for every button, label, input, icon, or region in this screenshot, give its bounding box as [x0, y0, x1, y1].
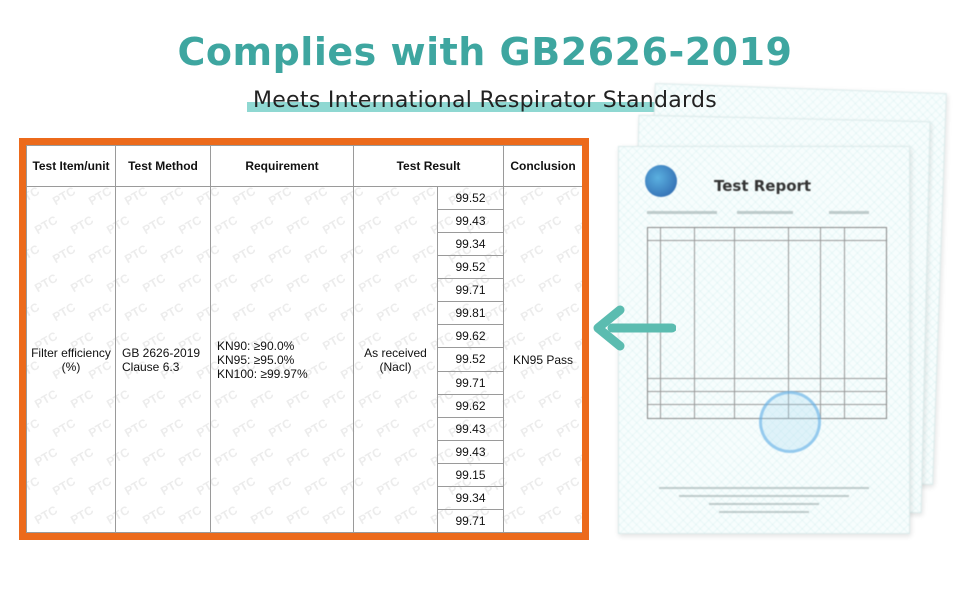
result-value: 99.52 — [436, 255, 505, 280]
cell-test-item: Filter efficiency (%) — [26, 186, 116, 533]
arrow-left-icon — [593, 305, 676, 351]
cell-requirement: KN90: ≥90.0% KN95: ≥95.0% KN100: ≥99.97% — [210, 186, 354, 533]
report-seal-icon — [759, 391, 821, 453]
result-value: 99.15 — [436, 462, 505, 487]
report-page-front: Test Report — [618, 146, 910, 534]
result-value: 99.81 — [436, 301, 505, 326]
result-value: 99.62 — [436, 393, 505, 418]
cell-conclusion: KN95 Pass — [503, 186, 582, 533]
report-title: Test Report — [714, 177, 812, 195]
header-test-item: Test Item/unit — [26, 145, 116, 187]
subtitle: Meets International Respirator Standards — [246, 88, 724, 113]
headline: Complies with GB2626-2019 — [177, 30, 793, 74]
report-mini-table — [647, 227, 887, 419]
result-value: 99.71 — [436, 370, 505, 395]
report-logo-icon — [645, 165, 677, 197]
result-value: 99.34 — [436, 232, 505, 257]
cell-test-method: GB 2626-2019 Clause 6.3 — [115, 186, 211, 533]
header-conclusion: Conclusion — [503, 145, 582, 187]
result-value: 99.52 — [436, 347, 505, 372]
header-requirement: Requirement — [210, 145, 354, 187]
result-value: 99.71 — [436, 508, 505, 533]
result-value: 99.52 — [436, 185, 505, 211]
cell-condition: As received (Nacl) — [353, 186, 438, 533]
result-value: 99.71 — [436, 278, 505, 303]
test-result-table: Test Item/unit Test Method Requirement T… — [26, 145, 582, 533]
test-result-table-frame: PTC PTC PTC PTC PTC PTC PTC PTC PTC PTC PTC PTC PTC P… — [19, 138, 589, 540]
result-value: 99.43 — [436, 209, 505, 234]
result-value: 99.43 — [436, 416, 505, 441]
header-test-method: Test Method — [115, 145, 211, 187]
header-test-result: Test Result — [352, 145, 505, 187]
result-value: 99.43 — [436, 439, 505, 464]
result-value: 99.34 — [436, 485, 505, 510]
result-value: 99.62 — [436, 324, 505, 349]
